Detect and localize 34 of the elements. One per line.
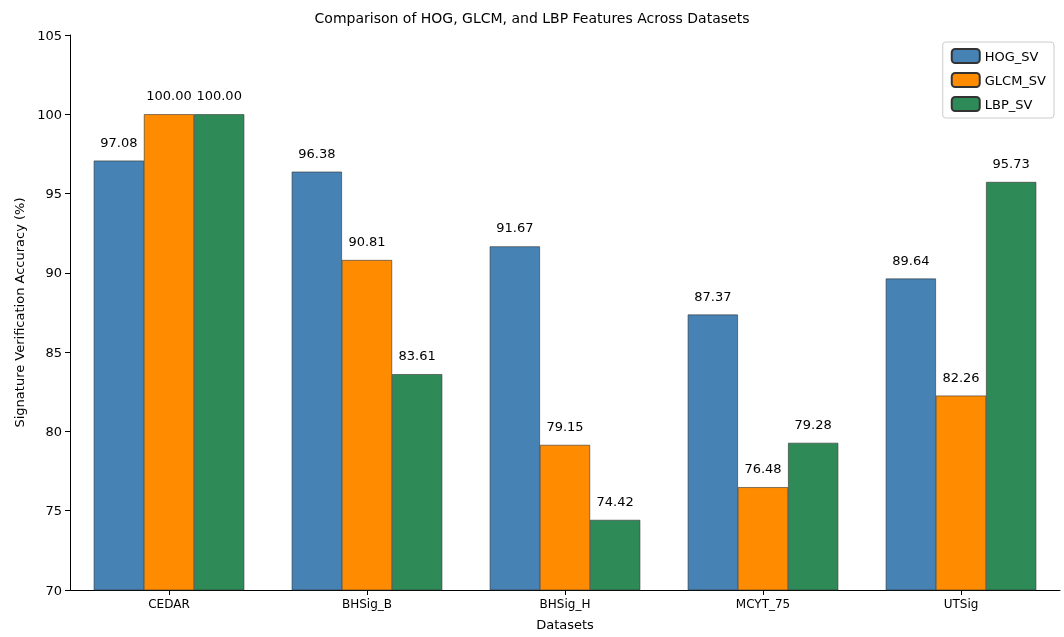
data-label: 83.61 [398,348,436,364]
y-tick-label: 70 [45,582,62,598]
x-tick-label: BHSig_B [341,597,393,611]
y-tick-label: 80 [45,423,62,439]
data-label: 82.26 [942,369,980,385]
data-label: 96.38 [298,145,336,161]
y-axis-title: Signature Verification Accuracy (%) [12,197,28,428]
y-tick-label: 95 [45,186,62,202]
data-label: 87.37 [694,288,732,304]
data-label: 100.00 [146,88,192,104]
data-label: 100.00 [196,88,242,104]
x-tick-label: UTSig [943,597,979,611]
legend-label: HOG_SV [984,48,1039,64]
x-tick-label: CEDAR [148,597,190,611]
x-axis-title: Datasets [536,617,595,632]
y-tick-label: 100 [37,106,62,122]
data-label: 90.81 [348,234,386,250]
data-label: 79.28 [794,416,832,432]
x-tick-label: MCYT_75 [735,597,791,611]
y-tick-label: 75 [45,503,62,519]
x-tick-label: BHSig_H [539,597,591,611]
chart-title: Comparison of HOG, GLCM, and LBP Features Across Datasets [314,10,750,26]
legend-label: GLCM_SV [984,72,1047,88]
data-label: 95.73 [992,156,1030,171]
y-tick-label: 85 [45,344,62,360]
data-label: 76.48 [744,461,782,477]
data-label: 97.08 [100,134,138,150]
data-label: 89.64 [892,252,930,268]
legend-label: LBP_SV [984,96,1033,112]
y-tick-label: 105 [37,27,62,43]
data-label: 74.42 [596,493,634,509]
y-tick-label: 90 [45,265,62,281]
data-label: 79.15 [546,418,584,434]
data-label: 91.67 [496,220,534,236]
